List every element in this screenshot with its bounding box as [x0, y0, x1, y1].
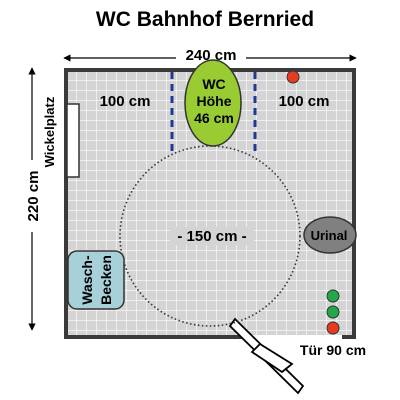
turning-circle-label-bg: [170, 227, 254, 245]
page-title: WC Bahnhof Bernried: [96, 8, 314, 31]
wc-label-line3: 46 cm: [194, 110, 234, 126]
green-indicator-2: [326, 305, 340, 319]
red-indicator-top: [286, 70, 300, 84]
washbasin-label-line2: Becken: [98, 255, 114, 305]
wc-label-line1: WC: [202, 76, 225, 92]
red-indicator-door: [326, 321, 340, 335]
width-label: 240 cm: [186, 47, 237, 64]
clearance-left-label: 100 cm: [100, 93, 151, 110]
urinal-label: Urinal: [311, 228, 348, 243]
wc-label-line2: Höhe: [197, 93, 232, 109]
clearance-right-label: 100 cm: [279, 93, 330, 110]
width-label-bg: [176, 43, 246, 65]
urinal-fixture: [303, 216, 357, 254]
height-label-bg: [22, 160, 42, 232]
changing-table: [66, 103, 80, 178]
door-handle: [250, 342, 294, 374]
green-indicator-1: [326, 289, 340, 303]
door-label: Tür 90 cm: [300, 342, 366, 358]
turning-circle-label: - 150 cm -: [177, 228, 246, 245]
washbasin-label-line1: Wasch-: [79, 255, 95, 305]
changing-table-label: Wickelplatz: [42, 96, 57, 167]
wc-fixture: [184, 59, 242, 147]
height-label: 220 cm: [25, 171, 42, 222]
washbasin: [67, 250, 125, 310]
turning-circle: [119, 145, 301, 327]
